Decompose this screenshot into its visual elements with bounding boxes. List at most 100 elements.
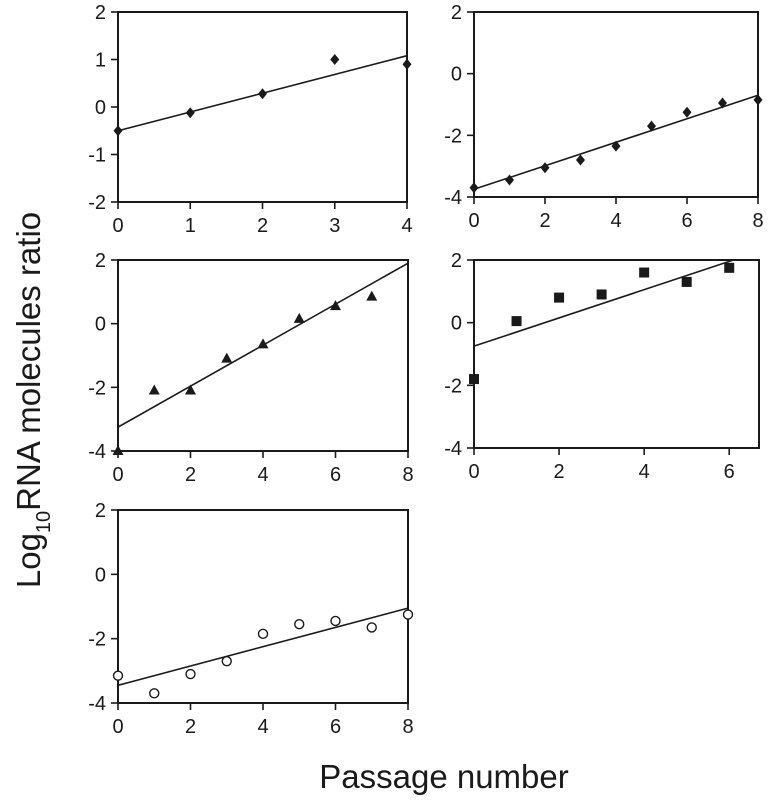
data-point-circle: [112, 670, 124, 681]
y-axis-title: Log10RNA molecules ratio: [10, 212, 55, 588]
y-tick-label: -4: [444, 438, 462, 460]
y-tick-label: -2: [88, 377, 106, 399]
data-point-triangle: [185, 384, 196, 395]
y-tick-label: -2: [88, 629, 106, 651]
data-point-triangle: [148, 384, 160, 395]
data-point-square: [639, 267, 650, 278]
data-point-triangle: [293, 312, 305, 323]
x-tick-label: 0: [112, 215, 123, 237]
x-tick-label: 6: [681, 210, 692, 232]
plot-frame: [473, 11, 759, 198]
x-tick-label: 2: [185, 464, 196, 486]
x-tick-label: 2: [539, 210, 550, 232]
y-tick-label: 2: [95, 500, 106, 522]
data-point-diamond: [718, 97, 727, 109]
y-axis-title-rest: RNA molecules ratio: [10, 212, 47, 511]
trend-line: [117, 607, 409, 687]
x-tick-label: 3: [329, 215, 340, 237]
plot-frame: [473, 259, 760, 449]
y-tick-label: -2: [88, 192, 106, 214]
x-tick-label: 2: [185, 716, 196, 738]
data-point-diamond: [647, 120, 656, 132]
y-tick-label: 2: [95, 250, 106, 272]
data-point-square: [724, 262, 735, 273]
x-tick-label: 4: [257, 716, 268, 738]
x-tick-label: 8: [752, 210, 763, 232]
y-axis-title-subscript: 10: [33, 511, 55, 533]
data-point-diamond: [402, 58, 412, 70]
data-point-diamond: [469, 182, 479, 194]
data-point-circle: [366, 622, 377, 633]
y-tick-label: 0: [451, 313, 462, 335]
data-point-square: [681, 276, 692, 287]
y-tick-label: 1: [95, 50, 106, 72]
y-tick-label: 2: [451, 2, 462, 24]
data-point-square: [596, 289, 607, 300]
data-point-circle: [221, 655, 232, 667]
y-tick-label: -1: [88, 145, 106, 167]
x-tick-label: 8: [402, 464, 413, 486]
data-point-diamond: [540, 162, 550, 174]
data-point-circle: [402, 609, 414, 620]
data-point-square: [469, 374, 479, 385]
data-point-triangle: [221, 352, 233, 363]
x-tick-label: 0: [468, 461, 479, 483]
x-tick-label: 4: [610, 210, 621, 232]
y-tick-label: 0: [95, 97, 106, 119]
data-point-diamond: [505, 174, 514, 186]
data-point-diamond: [576, 154, 585, 166]
data-point-diamond: [611, 140, 621, 152]
y-tick-label: 0: [451, 64, 462, 86]
data-point-square: [511, 316, 522, 327]
x-tick-label: 8: [402, 716, 413, 738]
data-point-circle: [257, 628, 269, 640]
trend-line: [473, 259, 734, 347]
data-point-triangle: [257, 338, 269, 349]
y-tick-label: 0: [95, 564, 106, 586]
data-point-diamond: [753, 94, 763, 106]
data-point-circle: [330, 615, 341, 627]
x-tick-label: 6: [330, 716, 341, 738]
x-axis-title: Passage number: [319, 758, 568, 795]
y-tick-label: -4: [88, 441, 106, 463]
data-point-diamond: [330, 54, 340, 65]
y-tick-label: -4: [444, 187, 462, 209]
plot-frame: [117, 11, 408, 203]
data-point-triangle: [330, 300, 341, 311]
x-tick-label: 2: [257, 215, 268, 237]
x-tick-label: 0: [112, 716, 123, 738]
data-point-triangle: [112, 445, 124, 455]
data-point-square: [554, 292, 565, 303]
chart-panel-3: -4 -2 0 2 0 2 4 6 8: [88, 250, 413, 486]
x-tick-label: 4: [401, 215, 412, 237]
chart-panel-1: -2 -1 0 1 2 0 1 2 3 4: [88, 2, 412, 237]
x-tick-label: 0: [112, 464, 123, 486]
data-point-circle: [294, 618, 305, 630]
data-point-diamond: [682, 106, 692, 118]
x-tick-label: 4: [639, 461, 650, 483]
data-point-circle: [149, 688, 160, 699]
y-tick-label: -2: [444, 375, 462, 397]
y-tick-label: 0: [95, 314, 106, 336]
data-point-diamond: [258, 88, 267, 100]
chart-panel-4: -4 -2 0 2 0 2 4 6: [444, 250, 760, 483]
chart-panel-5: -4 -2 0 2 0 2 4 6 8: [88, 500, 413, 738]
data-point-circle: [185, 668, 196, 680]
x-tick-label: 0: [468, 210, 479, 232]
x-tick-label: 4: [257, 464, 268, 486]
y-tick-label: -2: [444, 125, 462, 147]
data-point-diamond: [185, 107, 195, 119]
y-tick-label: 2: [95, 2, 106, 24]
x-tick-label: 6: [330, 464, 341, 486]
x-tick-label: 2: [554, 461, 565, 483]
y-axis-title-log: Log: [10, 533, 47, 588]
data-point-triangle: [366, 290, 378, 301]
data-point-diamond: [113, 125, 123, 137]
chart-panel-2: -4 -2 0 2 0 2 4 6 8: [444, 2, 763, 232]
y-tick-label: -4: [88, 693, 106, 715]
y-tick-label: 2: [451, 250, 462, 272]
x-tick-label: 1: [185, 215, 196, 237]
